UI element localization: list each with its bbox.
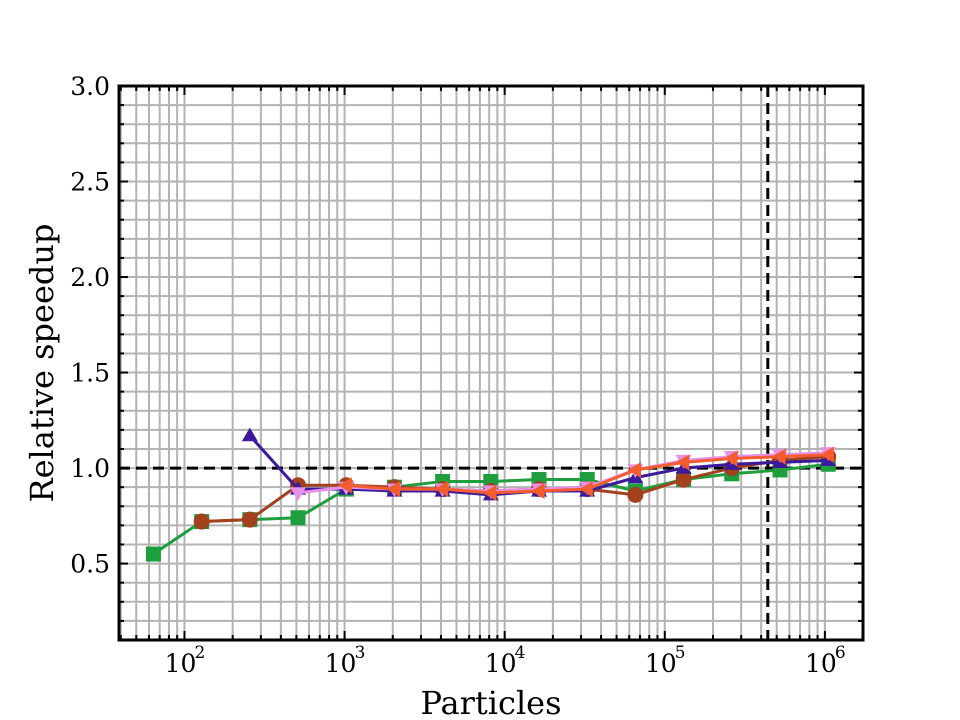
x-tick-label: 10	[485, 649, 517, 678]
x-tick-label: 10	[325, 649, 357, 678]
data-point-triangle-left	[723, 450, 738, 467]
data-point-triangle-left	[482, 484, 497, 501]
data-point-triangle-left	[771, 448, 786, 465]
data-point-circle	[241, 511, 258, 528]
series-pink-triangles-down	[290, 447, 837, 501]
data-point-triangle-left	[531, 482, 545, 499]
x-tick-exponent: 6	[835, 643, 846, 663]
y-tick-labels: 0.5 1.0 1.5 2.0 2.5 3.0	[70, 72, 110, 579]
y-tick-label: 2.0	[70, 263, 110, 292]
data-point-square	[290, 510, 306, 526]
data-point-triangle-down	[290, 487, 307, 501]
data-point-triangle-left	[386, 481, 401, 498]
data-point-circle	[627, 486, 644, 503]
data-point-circle	[675, 471, 692, 488]
x-axis-label: Particles	[420, 684, 561, 720]
x-tick-label: 10	[165, 649, 197, 678]
data-point-triangle-left	[820, 446, 834, 463]
x-tick-exponent: 5	[675, 643, 686, 663]
y-tick-label: 1.0	[70, 454, 110, 483]
data-point-triangle-left	[338, 477, 352, 494]
y-axis-label: Relative speedup	[23, 224, 61, 503]
x-tick-exponent: 3	[355, 643, 366, 663]
data-point-triangle-up	[241, 427, 258, 442]
data-point-triangle-left	[627, 461, 642, 478]
data-point-triangle-left	[434, 481, 449, 498]
x-tick-exponent: 2	[194, 643, 205, 663]
grid-lines	[119, 85, 863, 641]
y-tick-label: 2.5	[70, 168, 110, 197]
series-orange-triangles-left	[338, 446, 834, 501]
x-tick-label: 10	[805, 649, 837, 678]
plot-frame	[117, 84, 865, 642]
y-tick-label: 3.0	[70, 72, 110, 101]
y-tick-label: 0.5	[70, 550, 110, 579]
data-point-triangle-left	[675, 454, 690, 471]
data-series	[145, 427, 837, 562]
data-point-square	[145, 546, 161, 562]
data-point-triangle-left	[579, 481, 593, 498]
x-tick-label: 10	[645, 649, 677, 678]
axis-ticks	[119, 85, 863, 641]
x-tick-exponent: 4	[515, 643, 526, 663]
data-point-circle	[193, 513, 210, 530]
reference-lines	[119, 86, 863, 640]
y-tick-label: 1.5	[70, 359, 110, 388]
x-tick-labels: 102 103 104 105 106	[165, 643, 846, 678]
